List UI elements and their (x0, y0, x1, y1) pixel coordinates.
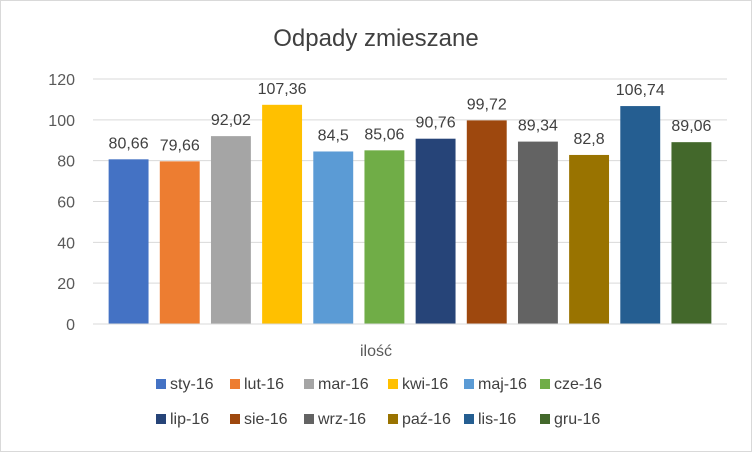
legend-swatch (388, 414, 398, 424)
legend-swatch (304, 414, 314, 424)
bar-sty-16[interactable] (108, 159, 149, 324)
legend-swatch (540, 379, 550, 389)
legend-item-lip-16[interactable]: lip-16 (156, 411, 209, 428)
data-label-sty-16: 80,66 (109, 135, 149, 152)
bar-kwi-16[interactable] (262, 104, 303, 324)
legend-item-gru-16[interactable]: gru-16 (540, 411, 600, 428)
y-tick-label: 80 (57, 154, 75, 171)
legend[interactable]: sty-16 lut-16 mar-16 kwi-16 maj-16 cze-16 lip-… (156, 376, 602, 428)
legend-swatch (156, 414, 166, 424)
bar-sie-16[interactable] (466, 120, 507, 324)
data-label-sie-16: 99,72 (467, 96, 507, 113)
bar-wrz-16[interactable] (517, 141, 558, 324)
data-label-lut-16: 79,66 (160, 137, 200, 154)
y-axis: 0 20 40 60 80 100 120 (48, 72, 75, 334)
legend-item-sty-16[interactable]: sty-16 (156, 376, 214, 393)
legend-label: cze-16 (554, 376, 602, 393)
bar-maj-16[interactable] (313, 151, 354, 324)
y-tick-label: 20 (57, 276, 75, 293)
x-category-label: ilość (360, 343, 392, 360)
legend-label: lis-16 (478, 411, 516, 428)
legend-item-cze-16[interactable]: cze-16 (540, 376, 602, 393)
data-label-lip-16: 90,76 (416, 115, 456, 132)
y-tick-label: 0 (66, 317, 75, 334)
legend-label: sty-16 (170, 376, 214, 393)
legend-swatch (464, 414, 474, 424)
legend-item-sie-16[interactable]: sie-16 (230, 411, 288, 428)
legend-label: mar-16 (318, 376, 369, 393)
bar-lip-16[interactable] (415, 138, 456, 324)
legend-label: sie-16 (244, 411, 288, 428)
legend-label: lut-16 (244, 376, 284, 393)
data-label-wrz-16: 89,34 (518, 118, 558, 135)
y-tick-label: 40 (57, 235, 75, 252)
data-label-cze-16: 85,06 (364, 126, 404, 143)
legend-label: paź-16 (402, 411, 451, 428)
data-labels: 80,66 79,66 92,02 107,36 84,5 85,06 90,76 99,72… (109, 81, 712, 155)
legend-item-kwi-16[interactable]: kwi-16 (388, 376, 448, 393)
bar-gru-16[interactable] (671, 142, 712, 324)
y-tick-label: 120 (48, 72, 75, 89)
legend-swatch (304, 379, 314, 389)
bar-lis-16[interactable] (620, 106, 661, 324)
data-label-maj-16: 84,5 (318, 127, 349, 144)
bar-mar-16[interactable] (210, 136, 251, 324)
bar-cze-16[interactable] (364, 150, 405, 324)
y-tick-label: 100 (48, 113, 75, 130)
legend-item-wrz-16[interactable]: wrz-16 (304, 411, 366, 428)
bars (108, 104, 712, 324)
chart-title: Odpady zmieszane (273, 25, 478, 52)
legend-label: maj-16 (478, 376, 527, 393)
data-label-mar-16: 92,02 (211, 112, 251, 129)
legend-label: wrz-16 (317, 411, 366, 428)
data-label-lis-16: 106,74 (616, 82, 665, 99)
bar-paź-16[interactable] (569, 154, 610, 324)
legend-swatch (230, 379, 240, 389)
legend-item-maj-16[interactable]: maj-16 (464, 376, 527, 393)
data-label-kwi-16: 107,36 (258, 81, 307, 98)
legend-swatch (230, 414, 240, 424)
legend-label: lip-16 (170, 411, 209, 428)
legend-item-lis-16[interactable]: lis-16 (464, 411, 516, 428)
bar-lut-16[interactable] (159, 161, 200, 324)
data-label-paź-16: 82,8 (574, 131, 605, 148)
legend-item-paź-16[interactable]: paź-16 (388, 411, 451, 428)
legend-swatch (540, 414, 550, 424)
legend-item-mar-16[interactable]: mar-16 (304, 376, 369, 393)
legend-swatch (388, 379, 398, 389)
legend-label: kwi-16 (402, 376, 448, 393)
legend-swatch (464, 379, 474, 389)
y-tick-label: 60 (57, 195, 75, 212)
data-label-gru-16: 89,06 (671, 118, 711, 135)
legend-swatch (156, 379, 166, 389)
legend-item-lut-16[interactable]: lut-16 (230, 376, 284, 393)
legend-label: gru-16 (554, 411, 600, 428)
